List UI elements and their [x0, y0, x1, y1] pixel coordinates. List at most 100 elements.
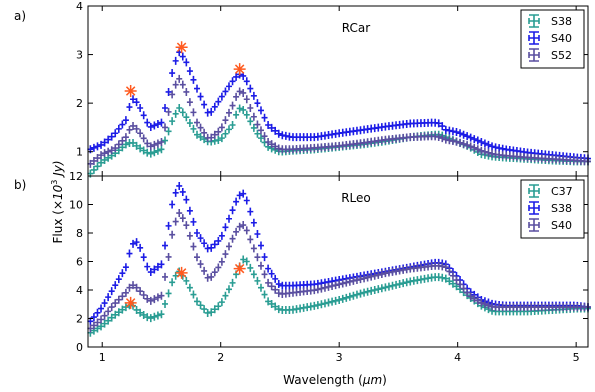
data-point [179, 52, 186, 61]
y-tick-label: 6 [76, 256, 83, 269]
data-point [197, 301, 204, 310]
data-point [261, 113, 268, 122]
data-point [446, 277, 453, 286]
y-tick-label: 1 [76, 146, 83, 159]
data-point [183, 221, 190, 230]
data-point [353, 290, 360, 299]
data-point [272, 126, 279, 135]
data-point [275, 305, 282, 314]
x-tick-label: 3 [336, 351, 343, 364]
data-point [162, 241, 169, 250]
data-point [172, 56, 179, 65]
data-point [108, 146, 115, 155]
data-point [211, 102, 218, 111]
panel-a: 1 2 3 4 RCar S38 S40 S52 [76, 0, 591, 178]
data-point [179, 80, 186, 89]
data-point [254, 99, 261, 108]
data-point [471, 135, 478, 144]
data-point [172, 188, 179, 197]
data-point [478, 146, 485, 155]
data-point [154, 139, 161, 148]
legend: S38 S40 S52 [520, 9, 585, 69]
data-point [105, 316, 112, 325]
data-point [165, 289, 172, 298]
data-point [169, 200, 176, 209]
data-point [339, 279, 346, 288]
data-point [243, 77, 250, 86]
data-point [261, 270, 268, 279]
data-point [225, 214, 232, 223]
data-point [478, 138, 485, 146]
data-point [218, 92, 225, 101]
data-point [122, 263, 129, 272]
data-point [474, 136, 481, 145]
data-point [314, 301, 321, 310]
data-point [254, 276, 261, 285]
x-tick-label: 2 [217, 351, 224, 364]
data-point [194, 118, 201, 127]
data-point [222, 223, 229, 232]
data-point [222, 129, 229, 138]
data-point [126, 283, 133, 292]
data-point [325, 298, 332, 307]
data-point [485, 148, 492, 157]
data-point [489, 142, 496, 151]
data-point [449, 279, 456, 288]
legend-marker [528, 14, 540, 28]
data-point [211, 268, 218, 277]
data-point [247, 235, 254, 244]
legend-marker [528, 201, 540, 215]
data-point [98, 140, 105, 149]
data-point [98, 315, 105, 324]
x-axis-label: Wavelength (μm) [283, 373, 387, 387]
data-point [169, 278, 176, 287]
data-point [247, 104, 254, 112]
data-point [257, 106, 264, 115]
data-point [154, 311, 161, 320]
y-tick-label: 0 [76, 341, 83, 354]
data-point [261, 132, 268, 141]
data-point [151, 140, 158, 149]
data-point [343, 293, 350, 302]
data-point [147, 314, 154, 323]
data-point [140, 111, 147, 120]
data-point [119, 292, 126, 301]
data-point [151, 312, 158, 321]
data-point [190, 217, 197, 226]
data-point [186, 67, 193, 76]
data-point [158, 291, 165, 300]
data-point [90, 156, 97, 165]
data-point [90, 313, 97, 322]
data-point [446, 267, 453, 276]
data-point [165, 107, 172, 116]
data-point [137, 129, 144, 138]
data-point [350, 276, 357, 285]
data-point [108, 313, 115, 322]
data-point [137, 243, 144, 252]
data-point [130, 281, 137, 290]
data-point [343, 278, 350, 287]
data-point [162, 104, 169, 112]
data-point [112, 281, 119, 290]
data-point [115, 275, 122, 284]
data-point [240, 221, 247, 230]
data-point [165, 87, 172, 96]
data-point [236, 87, 243, 96]
data-point [485, 140, 492, 149]
data-point [233, 92, 240, 101]
data-point [457, 138, 464, 147]
data-point [261, 253, 268, 262]
data-point [115, 124, 122, 133]
data-point [460, 139, 467, 148]
data-point [105, 293, 112, 302]
data-point [215, 236, 222, 245]
data-point [147, 142, 154, 151]
data-point [453, 276, 460, 285]
data-point [154, 293, 161, 302]
data-point [389, 281, 396, 290]
data-point [222, 116, 229, 125]
data-point [453, 137, 460, 146]
data-point [90, 321, 97, 330]
data-point [435, 119, 442, 128]
data-point [329, 282, 336, 291]
